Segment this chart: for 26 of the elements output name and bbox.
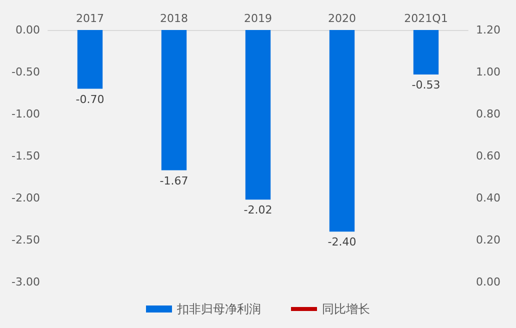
y-tick-label: -2.00 bbox=[12, 192, 40, 204]
y2-tick-label: 0.60 bbox=[476, 150, 500, 162]
y2-tick-label: 0.00 bbox=[476, 276, 500, 288]
y2-tick-label: 0.80 bbox=[476, 108, 500, 120]
x-tick-label: 2021Q1 bbox=[404, 12, 448, 25]
y2-tick-label: 1.20 bbox=[476, 24, 500, 36]
y-tick-label: -1.00 bbox=[12, 108, 40, 120]
x-tick-label: 2020 bbox=[328, 12, 356, 25]
x-tick-label: 2018 bbox=[160, 12, 188, 25]
data-label: -1.67 bbox=[160, 174, 188, 188]
y-tick-label: 0.00 bbox=[16, 24, 40, 36]
x-tick-label: 2019 bbox=[244, 12, 272, 25]
y2-tick-label: 0.20 bbox=[476, 234, 500, 246]
y2-tick-label: 0.40 bbox=[476, 192, 500, 204]
data-label: -0.70 bbox=[76, 92, 104, 106]
legend-label: 扣非归母净利润 bbox=[176, 302, 261, 316]
y-tick-label: -1.50 bbox=[12, 150, 40, 162]
legend-label: 同比增长 bbox=[322, 302, 370, 316]
y-tick-label: -3.00 bbox=[12, 276, 40, 288]
y-tick-label: -0.50 bbox=[12, 66, 40, 78]
y-tick-label: -2.50 bbox=[12, 234, 40, 246]
data-label: -2.40 bbox=[328, 236, 356, 249]
y2-tick-label: 1.00 bbox=[476, 66, 500, 78]
data-label: -2.02 bbox=[244, 204, 272, 217]
x-tick-label: 2017 bbox=[76, 12, 104, 25]
data-label: -0.53 bbox=[412, 78, 440, 92]
